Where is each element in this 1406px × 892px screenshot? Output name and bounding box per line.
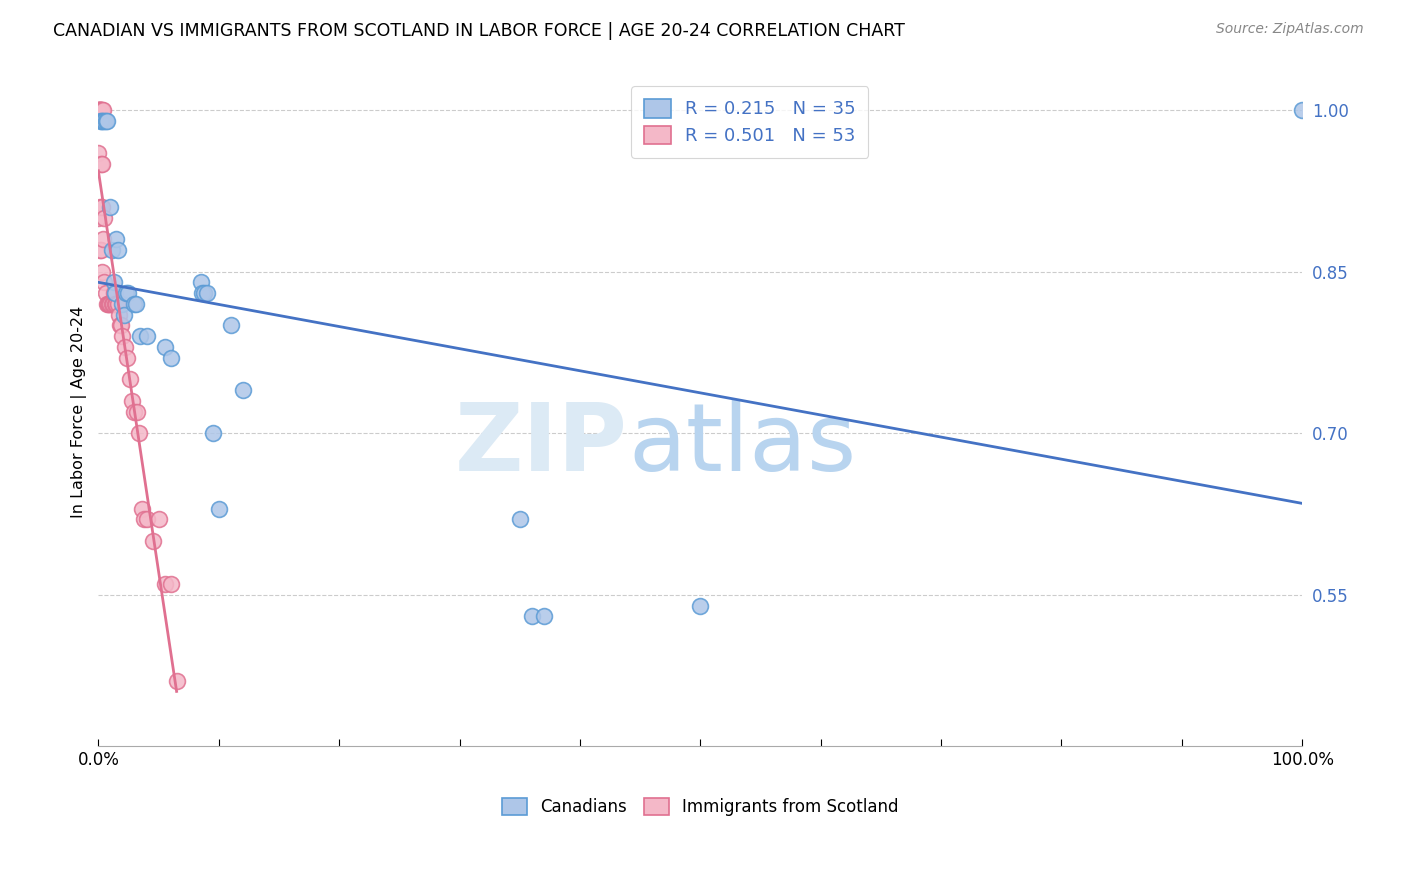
Point	[105, 232, 128, 246]
Point	[91, 232, 114, 246]
Point	[121, 393, 143, 408]
Point	[93, 113, 115, 128]
Point	[108, 318, 131, 333]
Point	[128, 426, 150, 441]
Point	[87, 103, 110, 117]
Point	[124, 297, 146, 311]
Point	[94, 286, 117, 301]
Point	[159, 577, 181, 591]
Point	[104, 286, 127, 301]
Point	[153, 577, 176, 591]
Y-axis label: In Labor Force | Age 20-24: In Labor Force | Age 20-24	[72, 306, 87, 517]
Point	[100, 243, 122, 257]
Point	[87, 211, 110, 225]
Point	[111, 297, 134, 311]
Point	[520, 609, 543, 624]
Point	[91, 103, 114, 117]
Point	[100, 200, 122, 214]
Legend: Canadians, Immigrants from Scotland: Canadians, Immigrants from Scotland	[495, 791, 905, 822]
Point	[112, 308, 135, 322]
Point	[89, 103, 111, 117]
Point	[104, 297, 127, 311]
Point	[90, 113, 112, 128]
Point	[103, 286, 125, 301]
Point	[93, 211, 115, 225]
Point	[90, 113, 112, 128]
Text: CANADIAN VS IMMIGRANTS FROM SCOTLAND IN LABOR FORCE | AGE 20-24 CORRELATION CHAR: CANADIAN VS IMMIGRANTS FROM SCOTLAND IN …	[53, 22, 905, 40]
Point	[90, 243, 112, 257]
Point	[131, 501, 153, 516]
Point	[191, 286, 214, 301]
Point	[190, 275, 212, 289]
Point	[135, 512, 157, 526]
Point	[509, 512, 531, 526]
Point	[1291, 103, 1313, 117]
Point	[91, 103, 114, 117]
Point	[103, 275, 125, 289]
Point	[118, 372, 141, 386]
Point	[193, 286, 215, 301]
Point	[97, 297, 120, 311]
Point	[105, 297, 128, 311]
Point	[96, 113, 118, 128]
Point	[108, 308, 131, 322]
Point	[115, 286, 138, 301]
Point	[129, 329, 152, 343]
Point	[90, 103, 112, 117]
Point	[96, 297, 118, 311]
Point	[125, 404, 148, 418]
Point	[89, 103, 111, 117]
Point	[219, 318, 242, 333]
Point	[117, 351, 139, 365]
Point	[107, 243, 129, 257]
Point	[91, 264, 114, 278]
Text: ZIP: ZIP	[456, 399, 628, 491]
Point	[148, 512, 170, 526]
Point	[132, 512, 155, 526]
Point	[110, 318, 132, 333]
Point	[94, 113, 117, 128]
Point	[89, 243, 111, 257]
Point	[89, 103, 111, 117]
Point	[90, 157, 112, 171]
Point	[89, 200, 111, 214]
Point	[124, 404, 146, 418]
Text: Source: ZipAtlas.com: Source: ZipAtlas.com	[1216, 22, 1364, 37]
Point	[153, 340, 176, 354]
Point	[100, 297, 122, 311]
Point	[689, 599, 711, 613]
Point	[201, 426, 224, 441]
Point	[87, 103, 110, 117]
Point	[87, 145, 110, 160]
Point	[91, 200, 114, 214]
Point	[89, 103, 111, 117]
Point	[101, 297, 124, 311]
Point	[195, 286, 218, 301]
Point	[91, 157, 114, 171]
Point	[111, 329, 134, 343]
Point	[135, 329, 157, 343]
Point	[166, 674, 188, 689]
Point	[533, 609, 555, 624]
Point	[93, 275, 115, 289]
Point	[208, 501, 231, 516]
Point	[91, 113, 114, 128]
Point	[159, 351, 181, 365]
Point	[87, 103, 110, 117]
Point	[232, 383, 254, 397]
Text: atlas: atlas	[628, 399, 856, 491]
Point	[117, 286, 139, 301]
Point	[114, 340, 136, 354]
Point	[107, 297, 129, 311]
Point	[141, 534, 163, 549]
Point	[90, 103, 112, 117]
Point	[98, 297, 121, 311]
Point	[124, 297, 146, 311]
Point	[100, 297, 122, 311]
